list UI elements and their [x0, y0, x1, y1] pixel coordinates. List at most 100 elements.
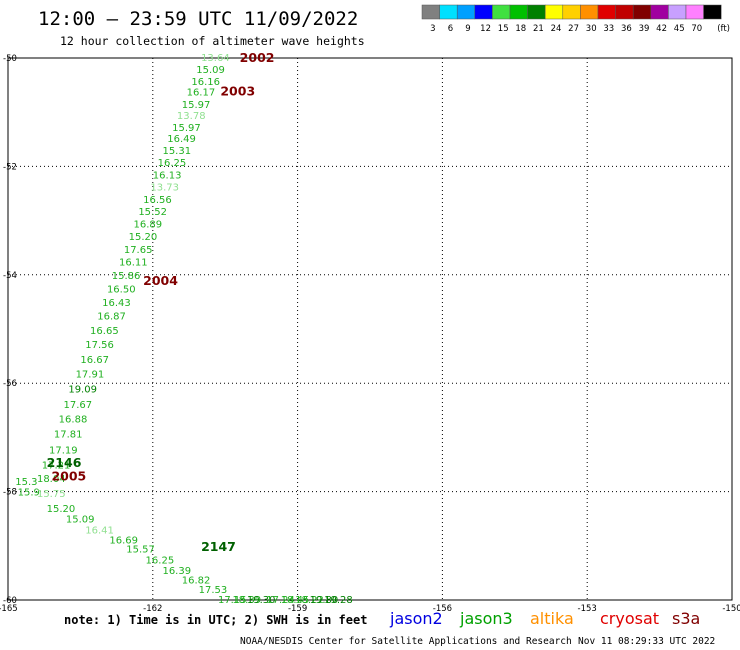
colorbar-tick-label: 70: [691, 24, 702, 34]
colorbar-swatch: [580, 4, 599, 20]
satellite-legend-s3a: s3a: [672, 609, 700, 628]
lat-tick-label: -60: [3, 596, 17, 606]
satellite-legend-jason3: jason3: [459, 609, 513, 628]
swh-observation: 13.64: [201, 53, 230, 64]
swh-observation: 15.97: [182, 100, 211, 111]
swh-observation: 15.52: [138, 207, 167, 218]
lat-tick-label: -54: [3, 271, 17, 281]
swh-observation: 17.65: [124, 245, 153, 256]
colorbar-tick-label: 15: [498, 24, 509, 34]
swh-observation: 16.11: [119, 257, 148, 268]
wave-height-colorbar: 3 6 9 12 15 18 21 24 27 30 33 36 39 42 45 70: [421, 4, 722, 34]
lat-tick-label: -52: [3, 162, 17, 172]
colorbar-tick-label: 42: [656, 24, 667, 34]
colorbar-unit-label: (ft): [717, 24, 730, 34]
colorbar-tick-label: 18: [515, 24, 526, 34]
swh-observation: 17.24: [266, 595, 295, 606]
pass-label: 2005: [51, 468, 86, 483]
swh-observation: 13.78: [177, 111, 206, 122]
swh-observation: 17.81: [54, 430, 83, 441]
satellite-legend: jason2 jason3 altika cryosat s3a: [389, 609, 700, 628]
swh-observation: 13.73: [150, 182, 179, 193]
colorbar-swatch: [650, 4, 669, 20]
satellite-legend-cryosat: cryosat: [600, 609, 659, 628]
swh-observation: 18.22: [295, 595, 324, 606]
swh-observation: 15.20: [129, 232, 158, 243]
observation-layer: 13.6415.0916.1616.1715.9713.7815.9716.49…: [15, 53, 353, 606]
swh-observation: 16.16: [191, 77, 220, 88]
swh-observation: 16.25: [146, 555, 175, 566]
swh-observation: 16.25: [158, 158, 187, 169]
swh-observation: 15.97: [172, 123, 201, 134]
swh-observation: 15.57: [126, 545, 155, 556]
swh-observation: 15.31: [162, 146, 191, 157]
swh-observation: 19.30: [247, 595, 276, 606]
swh-observation: 18.04: [37, 474, 66, 485]
colorbar-tick-label: 3: [430, 24, 435, 34]
colorbar-swatch: [597, 4, 616, 20]
lon-tick-label: -156: [433, 604, 452, 614]
lat-tick-label: -56: [3, 379, 17, 389]
swh-observation: 16.89: [133, 219, 162, 230]
swh-observation: 16.17: [187, 88, 216, 99]
swh-observation: 16.39: [162, 566, 191, 577]
colorbar-swatch: [527, 4, 546, 20]
map-grid: [8, 58, 732, 600]
swh-observation: 17.91: [76, 369, 105, 380]
colorbar-tick-label: 33: [603, 24, 614, 34]
swh-observation: 16.50: [107, 284, 136, 295]
colorbar-swatch: [562, 4, 581, 20]
footer-credit: NOAA/NESDIS Center for Satellite Applica…: [240, 636, 572, 647]
pass-label: 2002: [240, 50, 275, 65]
swh-observation: 16.43: [102, 298, 131, 309]
swh-observation: 18.45: [281, 595, 310, 606]
colorbar-tick-label: 21: [533, 24, 544, 34]
map-subtitle: 12 hour collection of altimeter wave hei…: [60, 34, 365, 48]
swh-observation: 15.09: [196, 65, 225, 76]
colorbar-tick-label: 6: [448, 24, 453, 34]
lon-tick-label: -159: [288, 604, 307, 614]
swh-observation: 17.56: [85, 340, 114, 351]
pass-label: 2147: [201, 539, 236, 554]
swh-observation: 16.56: [143, 195, 172, 206]
colorbar-swatch: [615, 4, 634, 20]
colorbar-swatch: [421, 4, 440, 20]
colorbar-tick-label: 36: [621, 24, 632, 34]
colorbar-swatch: [492, 4, 511, 20]
swh-observation: 17.67: [64, 400, 93, 411]
lat-tick-label: -50: [3, 54, 17, 64]
satellite-legend-jason2: jason2: [389, 609, 443, 628]
swh-observation: 15.20: [47, 504, 76, 515]
swh-observation: 17.21: [42, 461, 71, 472]
pass-label: 2146: [47, 455, 82, 470]
swh-observation: 17.15: [218, 595, 247, 606]
swh-observation: 16.41: [85, 526, 114, 537]
colorbar-tick-label: 27: [568, 24, 579, 34]
footer-note: note: 1) Time is in UTC; 2) SWH is in fe…: [64, 613, 367, 627]
colorbar-swatch: [474, 4, 493, 20]
swh-observation: 15.9: [18, 488, 40, 499]
swh-observation: 16.69: [109, 535, 138, 546]
colorbar-swatch: [668, 4, 687, 20]
swh-observation: 15.86: [112, 271, 141, 282]
swh-observation: 16.49: [167, 134, 196, 145]
swh-observation: 18.39: [232, 595, 261, 606]
pass-label: 2003: [220, 84, 255, 99]
swh-observation: 16.67: [80, 355, 109, 366]
swh-observation: 17.53: [199, 585, 228, 596]
swh-observation: 16.65: [90, 326, 119, 337]
swh-observation: 19.28: [324, 595, 353, 606]
swh-observation: 19.09: [68, 385, 97, 396]
colorbar-tick-label: 24: [551, 24, 562, 34]
colorbar-tick-label: 45: [674, 24, 685, 34]
lat-tick-label: -58: [3, 488, 17, 498]
swh-observation: 19.80: [310, 595, 339, 606]
swh-observation: 16.87: [97, 311, 126, 322]
pass-label: 2004: [143, 273, 178, 288]
lon-tick-label: -162: [143, 604, 162, 614]
colorbar-tick-label: 39: [639, 24, 650, 34]
swh-observation: 16.13: [153, 171, 182, 182]
colorbar-tick-label: 9: [465, 24, 470, 34]
